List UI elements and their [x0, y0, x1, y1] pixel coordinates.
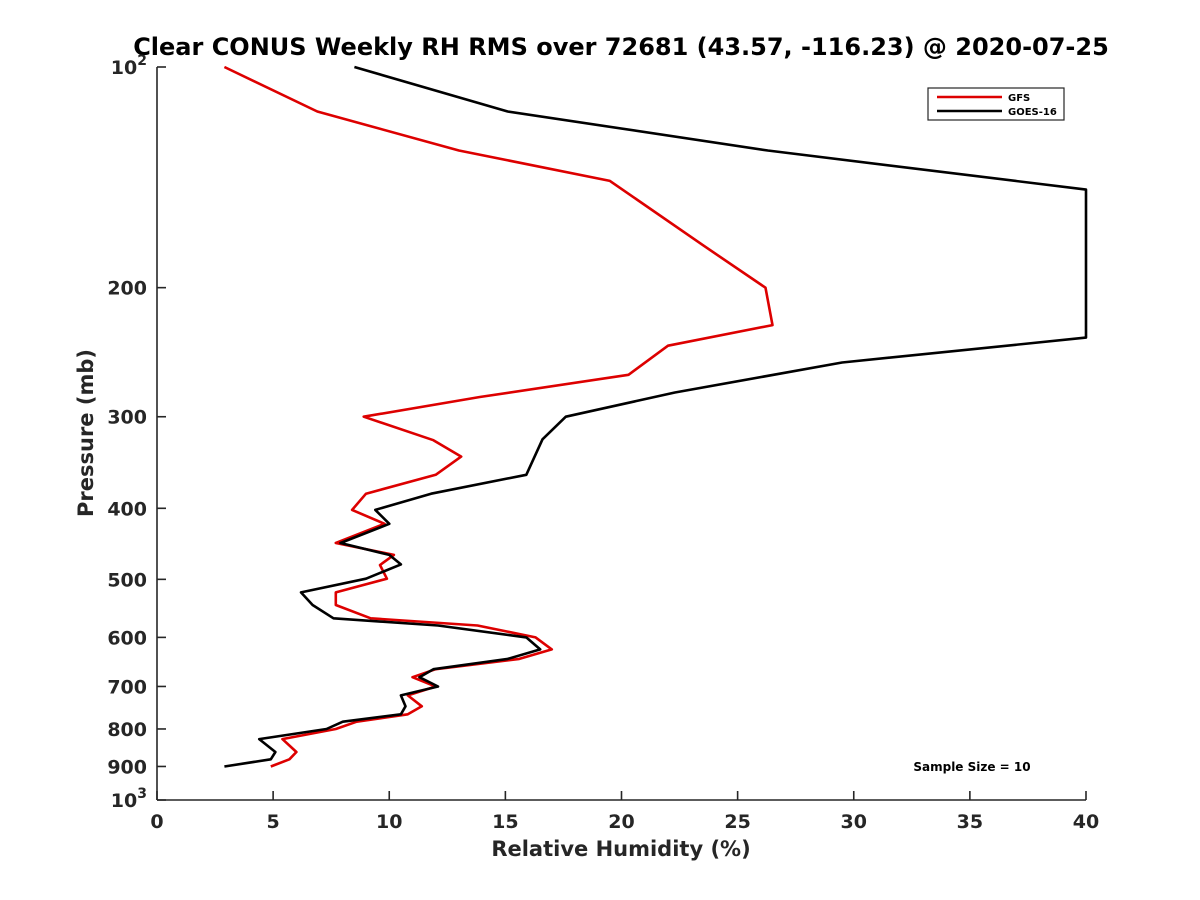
x-tick-label: 35 — [957, 811, 983, 833]
y-tick-label: 800 — [107, 719, 147, 741]
legend-label-goes-16: GOES-16 — [1008, 107, 1057, 118]
x-axis-label: Relative Humidity (%) — [491, 837, 750, 861]
y-tick-exponent: 3 — [137, 786, 147, 802]
y-tick-base: 10 — [111, 57, 137, 79]
x-tick-label: 40 — [1073, 811, 1099, 833]
x-tick-label: 5 — [267, 811, 280, 833]
x-ticks: 0 5 10 15 20 25 30 35 40 — [150, 791, 1099, 833]
x-tick-label: 10 — [376, 811, 402, 833]
sample-size-annotation: Sample Size = 10 — [913, 760, 1030, 774]
y-tick-exponent: 2 — [137, 53, 147, 69]
y-tick-label: 400 — [107, 498, 147, 520]
x-tick-label: 25 — [724, 811, 750, 833]
y-tick-label: 300 — [107, 407, 147, 429]
y-axis-label: Pressure (mb) — [74, 349, 98, 517]
y-tick-label: 700 — [107, 676, 147, 698]
legend-label-gfs: GFS — [1008, 93, 1030, 104]
y-tick-label: 500 — [107, 569, 147, 591]
y-tick-label: 900 — [107, 756, 147, 778]
x-tick-label: 30 — [841, 811, 867, 833]
legend-box — [927, 87, 1065, 121]
y-tick-base: 10 — [111, 790, 137, 812]
series-line-goes-16 — [224, 65, 1088, 768]
y-tick-label: 102 — [111, 53, 147, 79]
legend-items: GFS GOES-16 — [937, 93, 1057, 118]
x-tick-label: 0 — [150, 811, 163, 833]
series-layer — [223, 65, 1088, 768]
legend: GFS GOES-16 — [927, 87, 1065, 121]
y-tick-label: 200 — [107, 278, 147, 300]
x-tick-label: 15 — [492, 811, 518, 833]
y-tick-label: 103 — [111, 786, 147, 812]
y-tick-label: 600 — [107, 627, 147, 649]
chart-title: Clear CONUS Weekly RH RMS over 72681 (43… — [133, 33, 1109, 61]
x-tick-label: 20 — [608, 811, 634, 833]
plot-area — [157, 67, 1086, 800]
